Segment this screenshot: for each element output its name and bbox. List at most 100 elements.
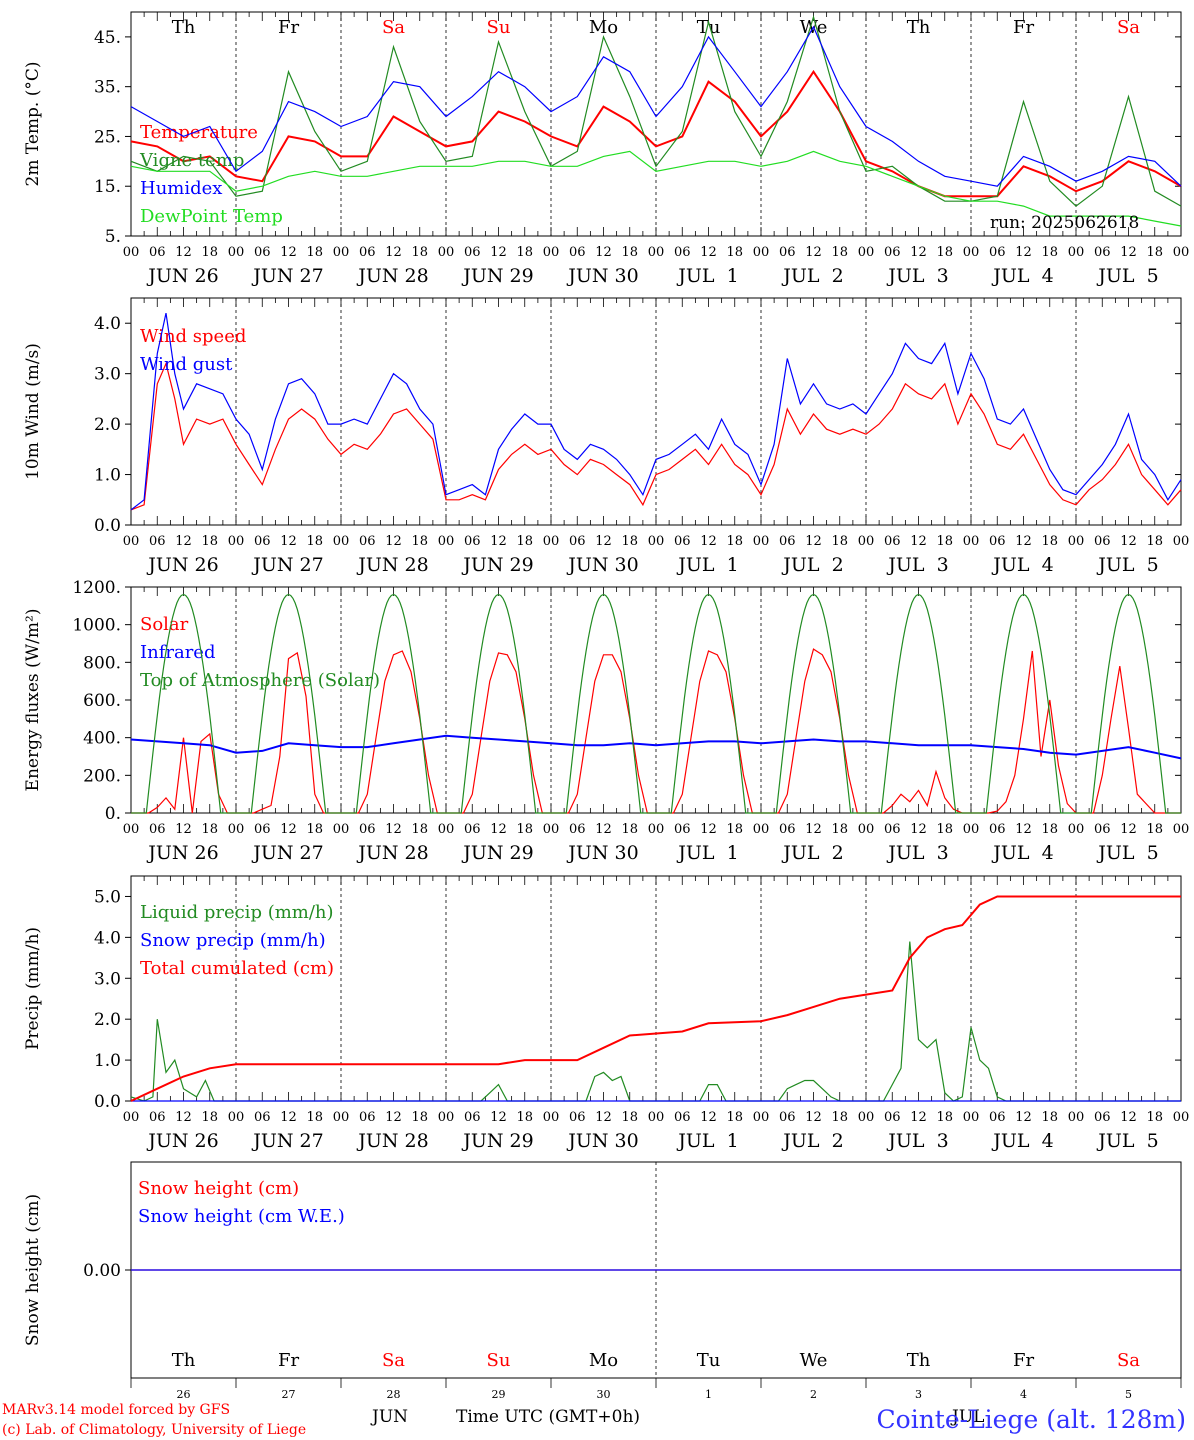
hour-tick-label: 12 (1120, 534, 1137, 549)
hour-tick-label: 06 (149, 1110, 166, 1125)
panel-5: Th Fr Sa Su Mo Tu We Th Fr Sa 26 27 28 29 30 1 2 3 4 5 0.00 S… (23, 1161, 1182, 1401)
hour-tick-label: 18 (1146, 245, 1163, 260)
hour-tick-label: 00 (1068, 534, 1085, 549)
hour-tick-label: 18 (306, 245, 323, 260)
date-label: JUL 5 (1096, 1130, 1158, 1152)
hour-tick-label: 12 (280, 534, 297, 549)
hour-tick-label: 06 (884, 822, 901, 837)
hour-tick-label: 12 (1120, 822, 1137, 837)
y-axis-label: 10m Wind (m/s) (23, 343, 43, 480)
hour-tick-label: 00 (1173, 822, 1190, 837)
weekday-label: Fr (1013, 17, 1034, 38)
date-label: JUL 1 (676, 554, 738, 576)
hour-tick-label: 06 (674, 822, 691, 837)
hour-tick-label: 06 (884, 245, 901, 260)
series-line (130, 25, 1182, 187)
hour-tick-label: 12 (910, 534, 927, 549)
hour-tick-label: 00 (228, 245, 245, 260)
date-label: JUN 27 (251, 265, 323, 287)
hour-tick-label: 12 (595, 534, 612, 549)
y-tick-label: 600. (83, 691, 121, 711)
hour-tick-label: 12 (490, 1110, 507, 1125)
hour-tick-label: 18 (621, 534, 638, 549)
hour-tick-label: 06 (779, 534, 796, 549)
run-label: run: 2025062618 (990, 213, 1139, 233)
date-label: JUL 5 (1096, 265, 1158, 287)
hour-tick-label: 18 (831, 822, 848, 837)
hour-tick-label: 18 (621, 822, 638, 837)
hour-tick-label: 18 (411, 1110, 428, 1125)
y-tick-label: 0. (105, 804, 121, 824)
hour-tick-label: 18 (411, 822, 428, 837)
hour-tick-label: 06 (989, 534, 1006, 549)
series-line (130, 312, 1182, 511)
date-label: JUN 26 (146, 554, 218, 576)
weekday-label: Mo (589, 1350, 618, 1371)
month-jun-label: JUN (370, 1407, 408, 1427)
day-number-label: 3 (915, 1388, 922, 1401)
legend-entry: Total cumulated (cm) (140, 958, 334, 979)
hour-tick-label: 12 (385, 822, 402, 837)
y-tick-label: 35. (94, 78, 121, 98)
weekday-label: Th (907, 17, 931, 38)
hour-tick-label: 00 (753, 245, 770, 260)
hour-tick-label: 12 (490, 822, 507, 837)
hour-tick-label: 12 (805, 534, 822, 549)
legend-entry: Snow precip (mm/h) (140, 930, 326, 951)
hour-tick-label: 00 (543, 822, 560, 837)
lab-credit: (c) Lab. of Climatology, University of L… (2, 1422, 306, 1438)
hour-tick-label: 12 (280, 1110, 297, 1125)
series-line (130, 734, 1182, 760)
weekday-label: Fr (278, 17, 299, 38)
y-tick-label: 3.0 (94, 365, 121, 385)
hour-tick-label: 18 (306, 534, 323, 549)
y-tick-label: 1000. (72, 616, 121, 636)
hour-tick-label: 06 (779, 822, 796, 837)
hour-tick-label: 12 (280, 822, 297, 837)
hour-tick-label: 06 (569, 245, 586, 260)
hour-tick-label: 18 (306, 822, 323, 837)
y-tick-label: 2.0 (94, 1010, 121, 1030)
hour-tick-label: 00 (543, 1110, 560, 1125)
hour-tick-label: 06 (1094, 822, 1111, 837)
y-tick-label: 15. (94, 177, 121, 197)
hour-tick-label: 00 (648, 245, 665, 260)
weekday-label: Su (487, 17, 511, 38)
hour-tick-label: 00 (228, 534, 245, 549)
date-label: JUN 29 (461, 842, 533, 864)
hour-tick-label: 18 (1041, 1110, 1058, 1125)
day-number-label: 26 (177, 1388, 191, 1401)
hour-tick-label: 18 (1146, 1110, 1163, 1125)
hour-tick-label: 06 (149, 534, 166, 549)
y-tick-label: 25. (94, 127, 121, 147)
series-line (130, 69, 1182, 198)
month-jul-label: JUL (950, 1407, 984, 1427)
hour-tick-label: 12 (175, 1110, 192, 1125)
date-label: JUL 3 (886, 265, 948, 287)
weekday-label: Th (907, 1350, 931, 1371)
hour-tick-label: 12 (595, 1110, 612, 1125)
hour-tick-label: 00 (333, 1110, 350, 1125)
date-label: JUL 1 (676, 265, 738, 287)
hour-tick-label: 00 (648, 822, 665, 837)
hour-tick-label: 12 (805, 1110, 822, 1125)
hour-tick-label: 18 (516, 534, 533, 549)
day-number-label: 27 (282, 1388, 296, 1401)
hour-tick-label: 00 (858, 1110, 875, 1125)
hour-tick-label: 06 (674, 534, 691, 549)
hour-tick-label: 06 (989, 1110, 1006, 1125)
legend-entry: Wind speed (140, 326, 246, 347)
weekday-label: Mo (589, 17, 618, 38)
hour-tick-label: 12 (700, 245, 717, 260)
date-label: JUN 30 (566, 842, 638, 864)
y-tick-label: 3.0 (94, 969, 121, 989)
date-label: JUL 4 (991, 265, 1053, 287)
hour-tick-label: 00 (648, 1110, 665, 1125)
date-label: JUL 4 (991, 842, 1053, 864)
hour-tick-label: 00 (228, 822, 245, 837)
hour-tick-label: 18 (621, 245, 638, 260)
hour-tick-label: 06 (464, 1110, 481, 1125)
hour-tick-label: 18 (831, 1110, 848, 1125)
weekday-label: Th (172, 1350, 196, 1371)
